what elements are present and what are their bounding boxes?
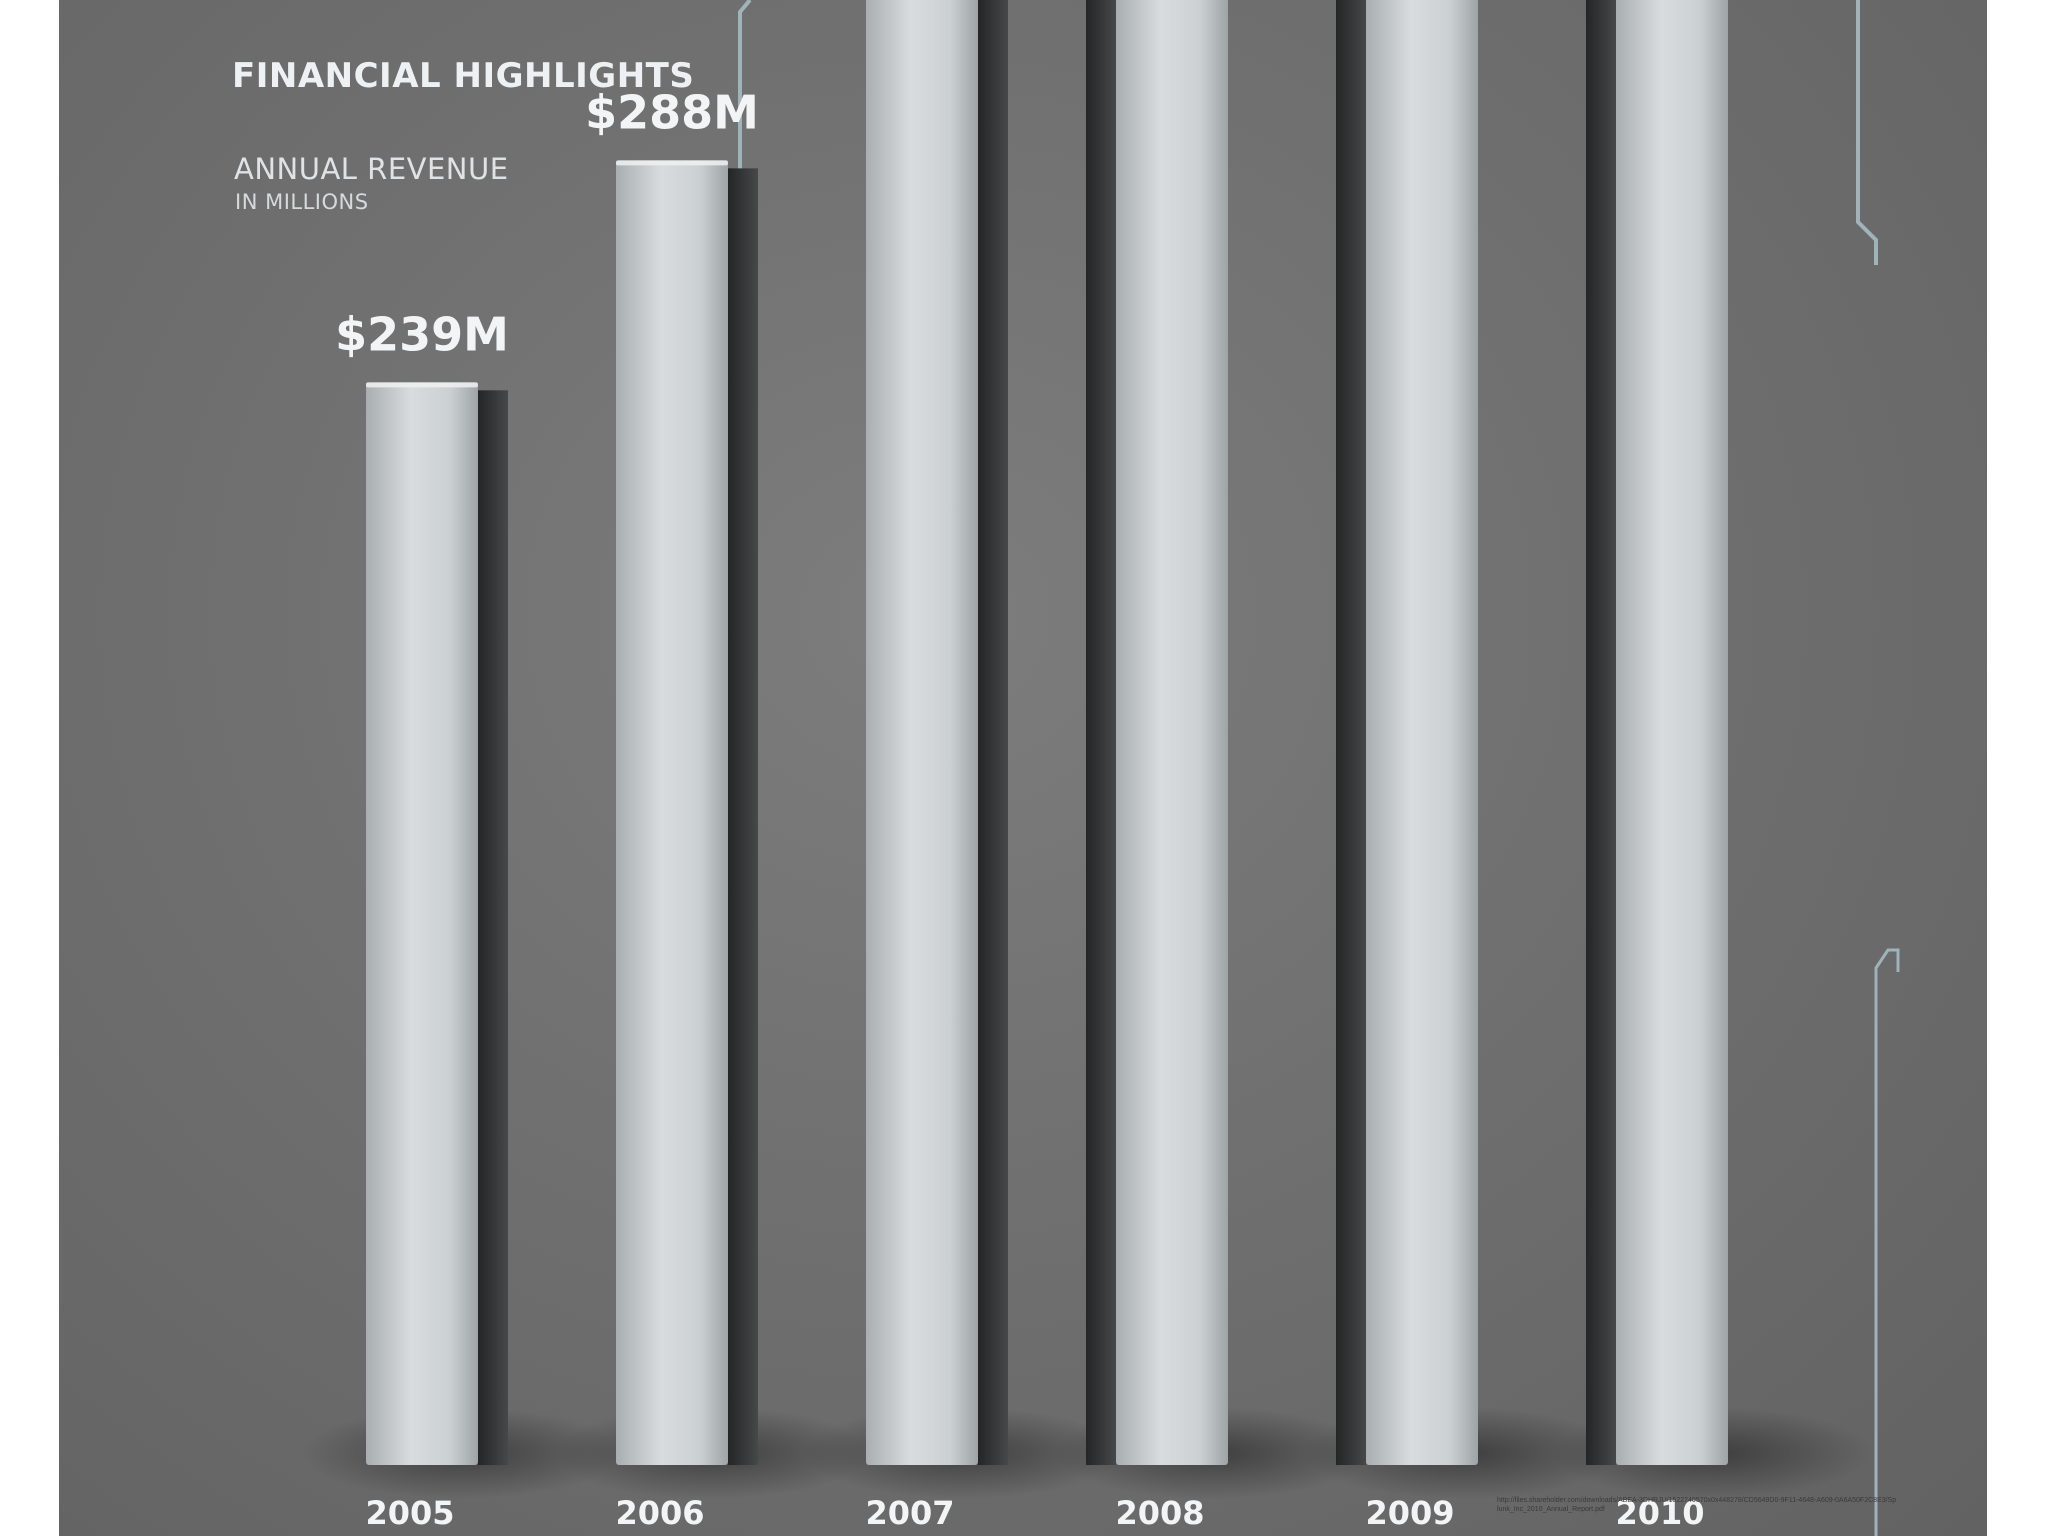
bar-side	[728, 168, 758, 1466]
bar-side	[478, 390, 508, 1466]
x-tick-label: 2010	[1615, 1494, 1704, 1532]
bar-side	[1586, 0, 1616, 1466]
bar-2008	[1116, 0, 1228, 1465]
accent-line-top-right	[1856, 0, 1878, 265]
bar-2006	[616, 160, 728, 1466]
x-tick-label: 2008	[1115, 1494, 1204, 1532]
chart-subtitle: ANNUAL REVENUE	[234, 152, 509, 186]
bar-2007	[866, 0, 978, 1465]
bar-top-highlight	[616, 160, 728, 166]
bar-side	[1086, 0, 1116, 1465]
x-tick-label: 2006	[615, 1494, 704, 1532]
bar-2009	[1366, 0, 1478, 1465]
x-tick-label: 2007	[865, 1494, 954, 1532]
x-tick-label: 2005	[365, 1494, 454, 1532]
source-url-note: http://files.shareholder.com/downloads/A…	[1497, 1497, 1897, 1513]
chart-unit-label: IN MILLIONS	[235, 190, 369, 214]
data-label: $288M	[585, 85, 759, 139]
data-label: $239M	[335, 307, 509, 361]
x-tick-label: 2009	[1365, 1494, 1454, 1532]
chart-title: FINANCIAL HIGHLIGHTS	[232, 56, 695, 96]
bar-top-highlight	[366, 382, 478, 388]
bars-group	[366, 0, 1728, 1466]
bar-side	[1336, 0, 1366, 1465]
labels-group: $239M2005$288M2006$337M2007$416M2008$441…	[335, 85, 1704, 1532]
bar-2010	[1616, 0, 1728, 1465]
bar-side	[978, 0, 1008, 1465]
bar-2005	[366, 382, 478, 1466]
accent-line-bottom-right	[1874, 948, 1900, 1536]
